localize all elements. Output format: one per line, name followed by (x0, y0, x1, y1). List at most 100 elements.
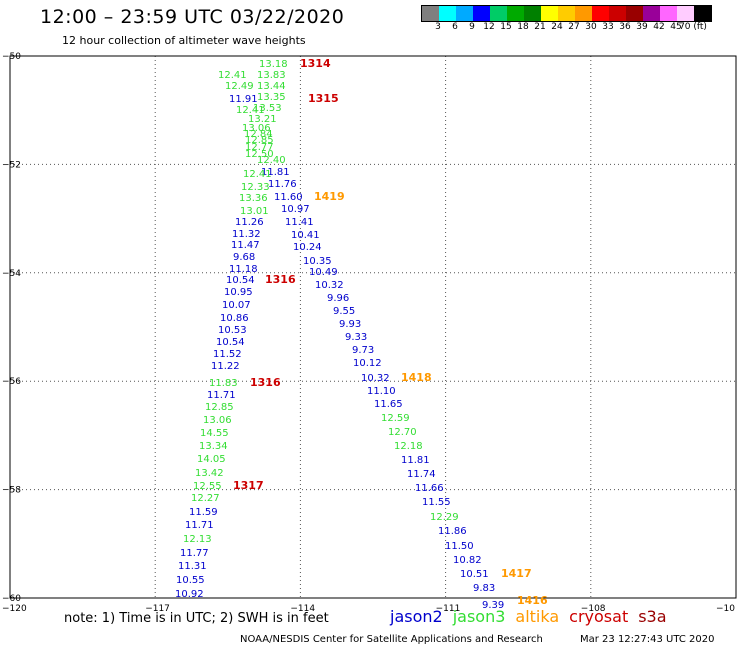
colorbar-swatch (643, 6, 660, 21)
pass-time-label: 1314 (300, 57, 331, 70)
colorbar-swatch (473, 6, 490, 21)
wave-height-value: 12.41 (243, 169, 272, 180)
wave-height-value: 11.50 (445, 541, 474, 552)
legend-jason3: jason3 (452, 607, 506, 626)
wave-height-value: 11.55 (422, 497, 451, 508)
wave-height-value: 11.81 (261, 167, 290, 178)
wave-height-value: 12.13 (183, 534, 212, 545)
pass-time-label: 1316 (250, 376, 281, 389)
wave-height-value: 13.01 (240, 206, 269, 217)
wave-height-value: 10.12 (353, 358, 382, 369)
wave-height-value: 13.42 (195, 468, 224, 479)
wave-height-value: 12.29 (430, 512, 459, 523)
wave-height-value: 9.55 (333, 306, 355, 317)
wave-height-value: 10.32 (315, 280, 344, 291)
colorbar-label: 24 (551, 22, 563, 32)
colorbar-swatch (575, 6, 592, 21)
wave-height-value: 12.27 (191, 493, 220, 504)
latitude-label: −50 (2, 52, 21, 62)
wave-height-value: 10.49 (309, 267, 338, 278)
colorbar-label: 12 (483, 22, 495, 32)
colorbar-swatch (592, 6, 609, 21)
wave-height-value: 11.59 (189, 507, 218, 518)
wave-height-value: 9.39 (482, 600, 504, 611)
wave-height-value: 12.50 (245, 149, 274, 160)
wave-height-value: 9.68 (233, 252, 255, 263)
latitude-label: −52 (2, 160, 21, 170)
pass-time-label: 1419 (314, 190, 345, 203)
wave-height-value: 11.60 (274, 192, 303, 203)
wave-height-value: 12.49 (225, 81, 254, 92)
wave-height-value: 11.66 (415, 483, 444, 494)
colorbar-label: 70 (ft) (679, 22, 707, 32)
wave-height-value: 9.83 (473, 583, 495, 594)
wave-height-value: 10.54 (226, 275, 255, 286)
colorbar-label: 33 (602, 22, 614, 32)
wave-height-value: 13.35 (257, 92, 286, 103)
wave-height-value: 9.33 (345, 332, 367, 343)
wave-height-value: 10.95 (224, 287, 253, 298)
wave-height-value: 11.47 (231, 240, 260, 251)
colorbar-label: 21 (534, 22, 546, 32)
wave-height-value: 13.18 (259, 59, 288, 70)
pass-time-label: 1315 (308, 92, 339, 105)
legend-altika: altika (515, 607, 560, 626)
longitude-label: −111 (436, 604, 461, 614)
wave-height-value: 11.74 (407, 469, 436, 480)
wave-height-value: 10.32 (361, 373, 390, 384)
latitude-label: −58 (2, 486, 21, 496)
wave-height-value: 11.41 (285, 217, 314, 228)
wave-height-value: 10.41 (291, 230, 320, 241)
pass-time-label: 1417 (501, 567, 532, 580)
colorbar-swatch (677, 6, 694, 21)
latitude-label: −60 (2, 594, 21, 604)
pass-time-label: 1416 (517, 594, 548, 607)
legend-s3a: s3a (638, 607, 667, 626)
wave-height-value: 10.97 (281, 204, 310, 215)
wave-height-value: 11.32 (232, 229, 261, 240)
colorbar-labels: 3 6 9 12 15 18 21 24 27 30 33 36 39 42 45 70 (ft) (421, 22, 740, 34)
wave-height-value: 12.85 (245, 135, 274, 146)
wave-height-value: 10.86 (220, 313, 249, 324)
wave-height-value: 9.73 (352, 345, 374, 356)
wave-height-value: 11.83 (209, 378, 238, 389)
wave-height-value: 14.55 (200, 428, 229, 439)
wave-height-value: 13.06 (242, 123, 271, 134)
wave-height-value: 12.84 (244, 129, 273, 140)
wave-height-value: 10.35 (303, 256, 332, 267)
colorbar-label: 18 (517, 22, 529, 32)
colorbar (421, 5, 712, 22)
longitude-label: −120 (2, 604, 27, 614)
wave-height-value: 10.54 (216, 337, 245, 348)
colorbar-label: 6 (452, 22, 458, 32)
wave-height-value: 11.10 (367, 386, 396, 397)
wave-height-value: 11.77 (180, 548, 209, 559)
wave-height-value: 13.36 (239, 193, 268, 204)
colorbar-swatch (660, 6, 677, 21)
colorbar-swatch (626, 6, 643, 21)
colorbar-label: 39 (636, 22, 648, 32)
wave-height-value: 13.06 (203, 415, 232, 426)
longitude-label: −114 (290, 604, 315, 614)
colorbar-swatch (694, 6, 711, 21)
wave-height-value: 12.33 (241, 182, 270, 193)
map-subtitle: 12 hour collection of altimeter wave hei… (62, 34, 306, 47)
wave-height-value: 10.24 (293, 242, 322, 253)
colorbar-label: 15 (500, 22, 512, 32)
wave-height-value: 11.91 (229, 94, 258, 105)
wave-height-value: 14.05 (197, 454, 226, 465)
colorbar-swatch (541, 6, 558, 21)
pass-time-label: 1316 (265, 273, 296, 286)
colorbar-label: 45 (670, 22, 682, 32)
legend-jason2: jason2 (390, 607, 443, 626)
wave-height-value: 13.34 (199, 441, 228, 452)
wave-height-value: 11.81 (401, 455, 430, 466)
wave-height-value: 11.18 (229, 264, 258, 275)
wave-height-value: 13.44 (257, 81, 286, 92)
colorbar-label: 36 (619, 22, 631, 32)
wave-height-value: 12.41 (236, 105, 265, 116)
wave-height-value: 12.40 (257, 155, 286, 166)
wave-height-value: 11.76 (268, 179, 297, 190)
map-frame (9, 55, 737, 599)
